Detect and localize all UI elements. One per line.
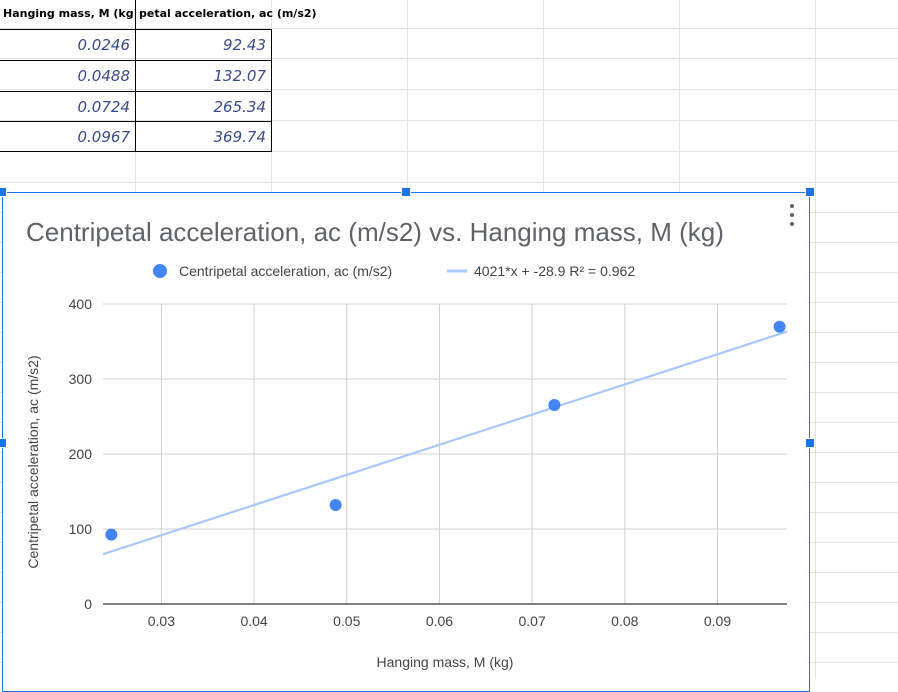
y-tick-label: 300 — [69, 371, 93, 387]
legend-label-trendline: 4021*x + -28.9 R² = 0.962 — [474, 263, 635, 279]
y-axis-label: Centripetal acceleration, ac (m/s2) — [25, 355, 41, 568]
y-tick-label: 200 — [69, 446, 93, 462]
x-tick-label: 0.04 — [240, 613, 267, 629]
data-point — [330, 499, 342, 511]
y-tick-label: 100 — [69, 521, 93, 537]
chart-title: Centripetal acceleration, ac (m/s2) vs. … — [26, 217, 724, 247]
resize-handle-middle-right[interactable] — [805, 438, 815, 448]
y-tick-label: 400 — [69, 296, 93, 312]
x-tick-label: 0.07 — [518, 613, 545, 629]
data-point — [774, 321, 786, 333]
chart-points-layer — [105, 321, 785, 541]
legend-label-series: Centripetal acceleration, ac (m/s2) — [179, 263, 392, 279]
chart-axes: 0 100 200 300 400 0.03 0.04 0.05 0.06 0.07 0.08 0.0… — [69, 296, 787, 629]
x-tick-label: 0.06 — [426, 613, 453, 629]
resize-handle-top-left[interactable] — [0, 187, 7, 197]
resize-handle-top-center[interactable] — [401, 187, 411, 197]
chart-menu-icon[interactable] — [786, 204, 798, 226]
resize-handle-top-right[interactable] — [805, 187, 815, 197]
x-tick-label: 0.08 — [611, 613, 638, 629]
x-tick-label: 0.05 — [333, 613, 360, 629]
y-tick-label: 0 — [84, 596, 92, 612]
legend-marker-series — [153, 264, 167, 278]
resize-handle-middle-left[interactable] — [0, 438, 7, 448]
trendline — [103, 332, 787, 555]
x-axis-label: Hanging mass, M (kg) — [377, 654, 514, 670]
x-tick-label: 0.03 — [148, 613, 175, 629]
x-tick-label: 0.09 — [704, 613, 731, 629]
chart-trendline-layer — [103, 332, 787, 555]
chart-gridlines — [103, 304, 787, 604]
data-point — [548, 399, 560, 411]
data-point — [105, 529, 117, 541]
chart-legend: Centripetal acceleration, ac (m/s2) 4021… — [153, 263, 635, 279]
